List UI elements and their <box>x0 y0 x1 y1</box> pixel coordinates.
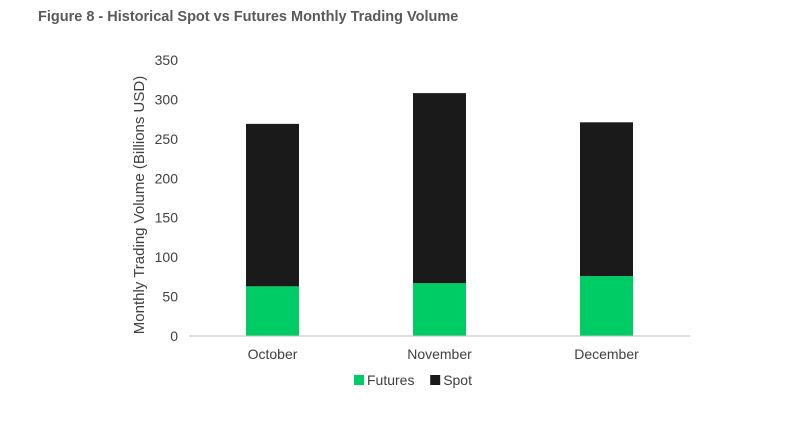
bar-spot-october <box>246 123 299 287</box>
x-tick-label: October <box>248 346 298 362</box>
legend-swatch-futures <box>354 375 364 385</box>
x-tick-label: November <box>407 346 472 362</box>
legend: Futures Spot <box>354 372 472 388</box>
y-tick-label: 100 <box>155 249 179 265</box>
bar-spot-december <box>580 122 633 277</box>
x-tick-label: December <box>574 346 639 362</box>
y-tick-label: 200 <box>155 170 179 186</box>
legend-swatch-spot <box>430 375 441 385</box>
y-axis-label: Monthly Trading Volume (Billions USD) <box>131 76 148 334</box>
y-tick-label: 150 <box>155 210 179 226</box>
chart-title: Figure 8 - Historical Spot vs Futures Mo… <box>38 9 459 25</box>
bars <box>246 93 633 336</box>
legend-label-spot: Spot <box>443 372 472 388</box>
y-axis-ticks: 0 50 100 150 200 250 300 350 <box>155 52 179 344</box>
x-axis-ticks: October November December <box>248 346 640 362</box>
y-tick-label: 0 <box>170 328 178 344</box>
bar-futures-december <box>580 276 633 336</box>
y-tick-label: 300 <box>155 91 179 107</box>
bar-futures-november <box>413 283 466 336</box>
y-tick-label: 250 <box>155 131 179 147</box>
legend-label-futures: Futures <box>367 372 414 388</box>
bar-futures-october <box>246 286 299 336</box>
y-tick-label: 50 <box>162 289 178 305</box>
y-tick-label: 350 <box>155 52 179 68</box>
bar-spot-november <box>413 93 466 284</box>
